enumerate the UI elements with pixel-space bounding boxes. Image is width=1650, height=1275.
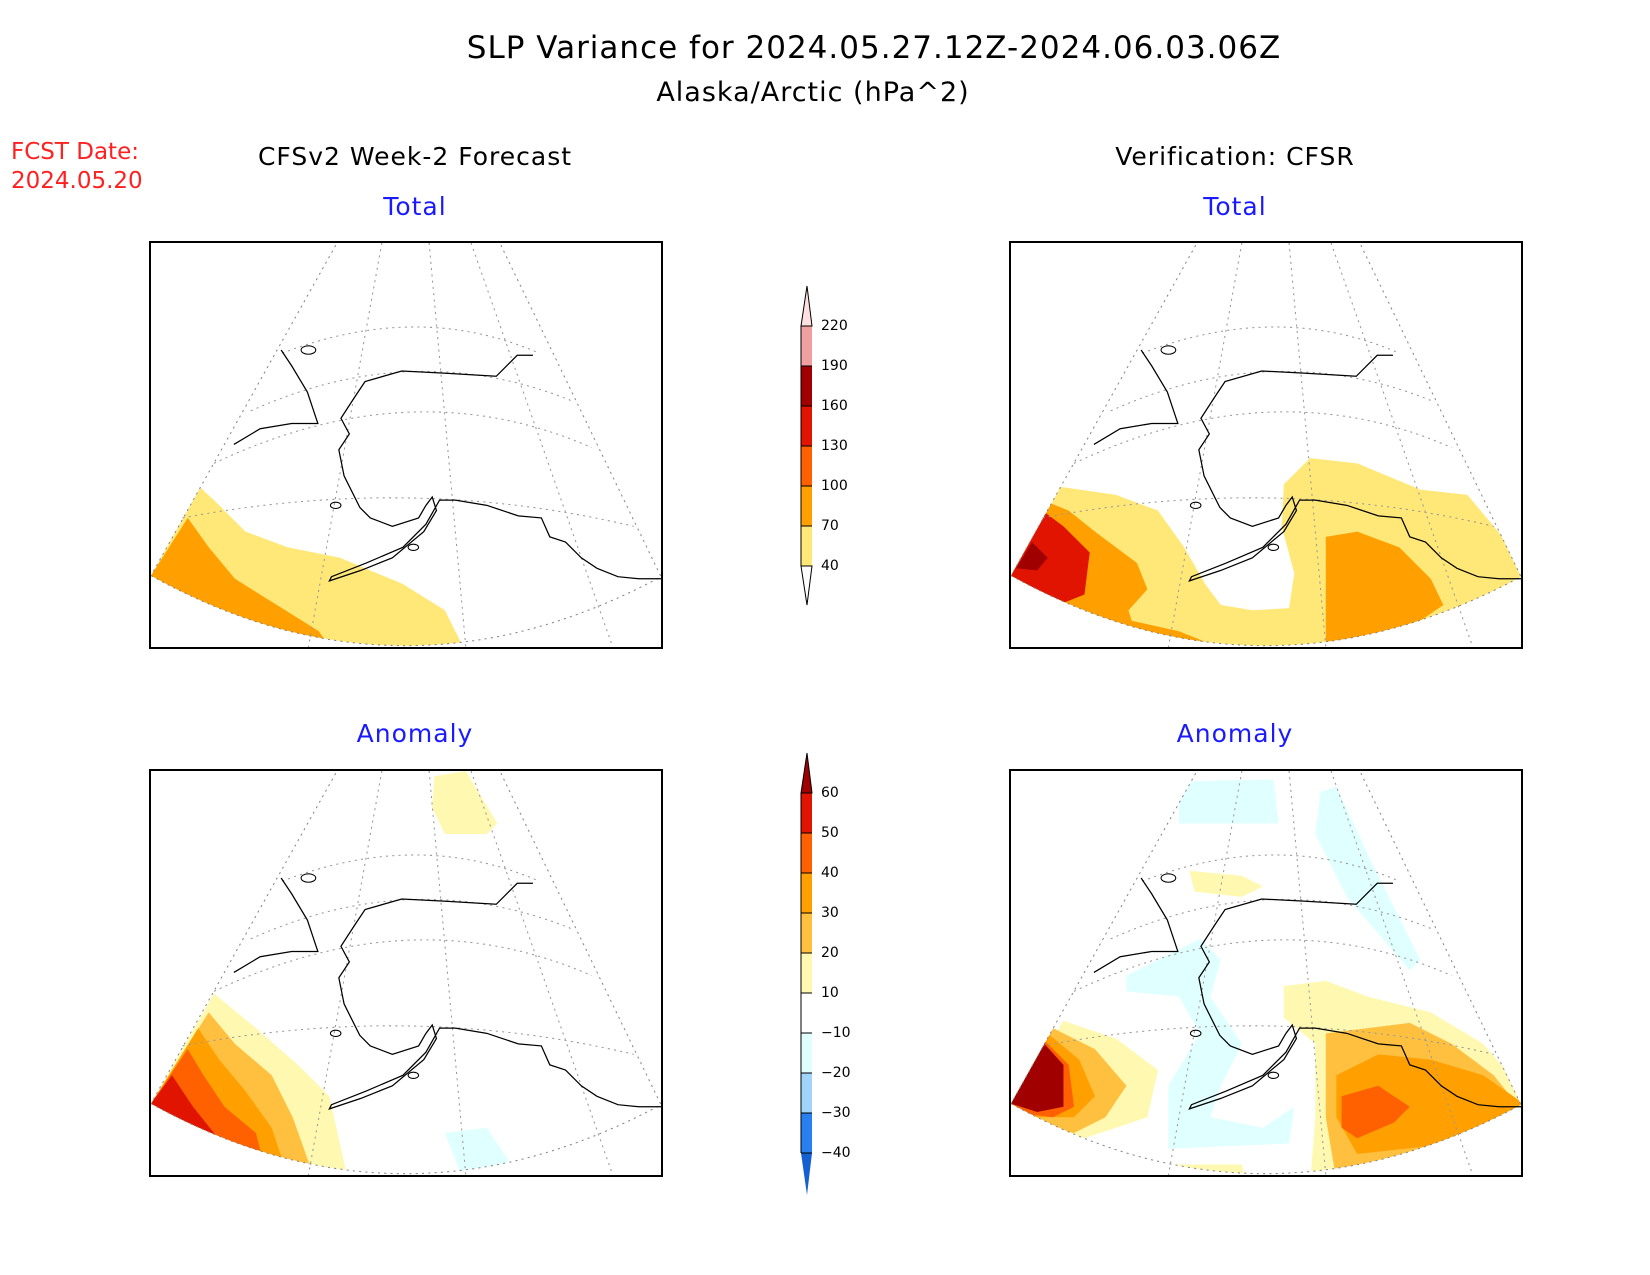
colorbar-tick-label: −10 xyxy=(821,1025,851,1041)
chart-subtitle: Alaska/Arctic (hPa^2) xyxy=(656,77,970,108)
contour-fill xyxy=(1315,786,1421,971)
colorbar-tick-label: 10 xyxy=(821,985,839,1001)
contour-fill xyxy=(1126,938,1295,1149)
verification-anomaly-map xyxy=(1009,769,1523,1177)
colorbar-tick-label: −20 xyxy=(821,1065,851,1081)
contour-fill xyxy=(432,771,498,834)
fcst-date-value: 2024.05.20 xyxy=(11,168,143,194)
total-colorbar: 220 190 160 130 100 70 40 xyxy=(790,280,890,610)
graticule xyxy=(151,771,661,1175)
coastline xyxy=(233,873,661,1110)
forecast-anomaly-map xyxy=(149,769,663,1177)
colorbar-segment xyxy=(801,1113,812,1153)
forecast-total-map xyxy=(149,241,663,649)
colorbar-tick-label: 20 xyxy=(821,945,839,961)
colorbar-tick-label: 130 xyxy=(821,438,848,454)
colorbar-tick-label: 30 xyxy=(821,905,839,921)
colorbar-segment xyxy=(801,526,812,566)
colorbar-segment xyxy=(801,366,812,406)
colorbar-tick-label: 40 xyxy=(821,558,839,574)
colorbar-tick-label: 40 xyxy=(821,865,839,881)
colorbar-tick-label: −30 xyxy=(821,1105,851,1121)
colorbar-segment xyxy=(801,793,812,833)
forecast-total-title: Total xyxy=(383,192,447,221)
colorbar-tick-label: 60 xyxy=(821,785,839,801)
contour-fill xyxy=(1011,510,1090,606)
colorbar-tick-label: −40 xyxy=(821,1145,851,1161)
verification-column-title: Verification: CFSR xyxy=(1115,142,1355,171)
contour-fill xyxy=(1325,531,1444,646)
contour-fill xyxy=(1178,779,1279,824)
coastline xyxy=(1093,345,1521,582)
colorbar-segment xyxy=(801,993,812,1033)
fcst-date-label: FCST Date: xyxy=(11,139,139,165)
colorbar-top-arrow xyxy=(800,752,813,794)
verification-total-map xyxy=(1009,241,1523,649)
forecast-column-title: CFSv2 Week-2 Forecast xyxy=(257,142,573,171)
graticule xyxy=(151,243,661,647)
colorbar-top-arrow xyxy=(800,285,813,327)
colorbar-segment xyxy=(801,833,812,873)
contour-fill xyxy=(444,1127,508,1174)
chart-title: SLP Variance for 2024.05.27.12Z-2024.06.… xyxy=(466,30,1282,66)
colorbar-tick-label: 220 xyxy=(821,318,848,334)
colorbar-segment xyxy=(801,1073,812,1113)
colorbar-segment xyxy=(801,1033,812,1073)
contour-fill xyxy=(1016,542,1048,571)
graticule xyxy=(1011,771,1521,1175)
verification-total-title: Total xyxy=(1203,192,1267,221)
colorbar-tick-label: 190 xyxy=(821,358,848,374)
colorbar-segment xyxy=(801,953,812,993)
coastline xyxy=(233,345,661,582)
colorbar-bottom-arrow xyxy=(801,1153,812,1195)
forecast-anomaly-title: Anomaly xyxy=(356,719,474,748)
colorbar-segment xyxy=(801,446,812,486)
colorbar-segment xyxy=(801,913,812,953)
colorbar-segment xyxy=(801,873,812,913)
contour-fill xyxy=(1189,870,1263,897)
contour-fill xyxy=(1341,1085,1410,1139)
colorbar-tick-label: 100 xyxy=(821,478,848,494)
colorbar-tick-label: 70 xyxy=(821,518,839,534)
colorbar-tick-label: 50 xyxy=(821,825,839,841)
contour-fill xyxy=(1011,1041,1064,1113)
colorbar-segment xyxy=(801,406,812,446)
colorbar-segment xyxy=(801,326,812,366)
contour-fill xyxy=(1163,1164,1248,1174)
colorbar-tick-label: 160 xyxy=(821,398,848,414)
anomaly-colorbar: 60 50 40 30 20 10 −10 −20 −30 −40 xyxy=(790,748,890,1198)
colorbar-bottom-arrow xyxy=(800,565,813,606)
coastline xyxy=(1093,873,1521,1110)
graticule xyxy=(1011,243,1521,647)
colorbar-segment xyxy=(801,486,812,526)
verification-anomaly-title: Anomaly xyxy=(1176,719,1294,748)
